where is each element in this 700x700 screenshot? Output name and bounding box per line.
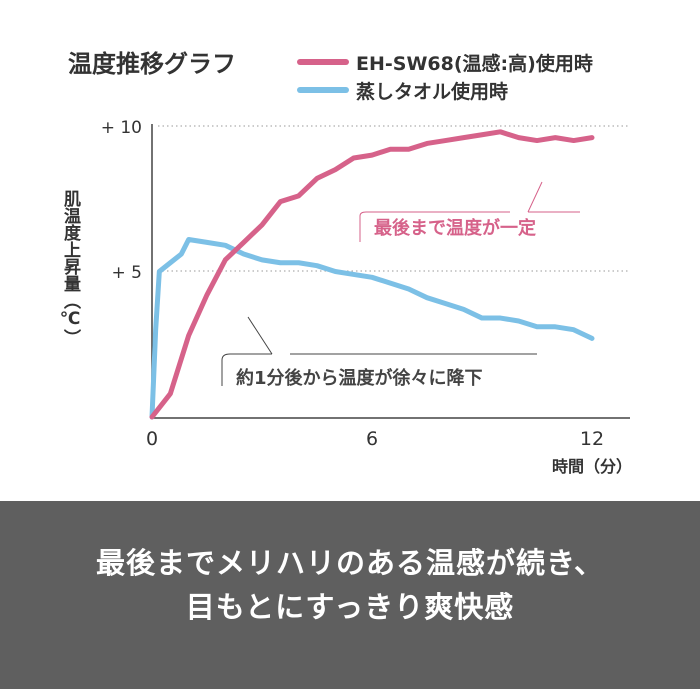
x-tick-0: 0 <box>146 428 158 450</box>
x-tick-12: 12 <box>580 428 604 450</box>
legend-label-blue: 蒸しタオル使用時 <box>356 80 508 103</box>
y-axis-label: 肌温度上昇量（℃） <box>60 190 81 346</box>
x-tick-6: 6 <box>366 428 378 450</box>
x-axis-label: 時間（分） <box>552 457 632 476</box>
caption-line-1: 最後までメリハリのある温感が続き、 <box>96 546 604 580</box>
temperature-chart: 温度推移グラフ EH-SW68(温感:高)使用時 蒸しタオル使用時 + 10 +… <box>60 50 632 476</box>
y-tick-5: + 5 <box>112 263 142 283</box>
series-line-blue <box>149 236 595 420</box>
caption-line-2: 目もとにすっきり爽快感 <box>185 590 515 624</box>
annotation-gray: 約1分後から温度が徐々に降下 <box>236 367 483 389</box>
annotation-pink: 最後まで温度が一定 <box>374 217 536 239</box>
annotation-bracket-gray <box>221 316 537 386</box>
legend-label-pink: EH-SW68(温感:高)使用時 <box>356 52 593 75</box>
chart-title: 温度推移グラフ <box>68 50 236 78</box>
annotation-bracket-pink <box>359 181 580 242</box>
caption-banner: 最後までメリハリのある温感が続き、 目もとにすっきり爽快感 <box>0 501 700 689</box>
y-tick-10: + 10 <box>101 118 142 138</box>
series-line-pink <box>149 129 595 420</box>
